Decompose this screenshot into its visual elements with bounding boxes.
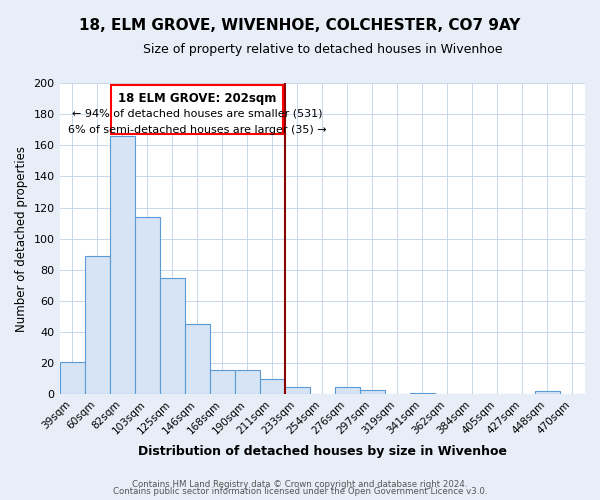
Bar	[360, 390, 385, 394]
FancyBboxPatch shape	[111, 84, 283, 134]
Y-axis label: Number of detached properties: Number of detached properties	[15, 146, 28, 332]
Text: 18 ELM GROVE: 202sqm: 18 ELM GROVE: 202sqm	[118, 92, 277, 106]
Bar	[235, 370, 260, 394]
Text: 6% of semi-detached houses are larger (35) →: 6% of semi-detached houses are larger (3…	[68, 125, 326, 135]
Bar	[260, 379, 285, 394]
Bar	[535, 392, 560, 394]
Title: Size of property relative to detached houses in Wivenhoe: Size of property relative to detached ho…	[143, 42, 502, 56]
Bar	[410, 393, 435, 394]
Bar	[134, 217, 160, 394]
Text: 18, ELM GROVE, WIVENHOE, COLCHESTER, CO7 9AY: 18, ELM GROVE, WIVENHOE, COLCHESTER, CO7…	[79, 18, 521, 32]
Bar	[209, 370, 235, 394]
Bar	[285, 386, 310, 394]
X-axis label: Distribution of detached houses by size in Wivenhoe: Distribution of detached houses by size …	[138, 444, 507, 458]
Bar	[85, 256, 110, 394]
Text: Contains public sector information licensed under the Open Government Licence v3: Contains public sector information licen…	[113, 488, 487, 496]
Bar	[110, 136, 134, 394]
Bar	[185, 324, 209, 394]
Text: ← 94% of detached houses are smaller (531): ← 94% of detached houses are smaller (53…	[72, 108, 322, 118]
Text: Contains HM Land Registry data © Crown copyright and database right 2024.: Contains HM Land Registry data © Crown c…	[132, 480, 468, 489]
Bar	[59, 362, 85, 394]
Bar	[160, 278, 185, 394]
Bar	[335, 386, 360, 394]
